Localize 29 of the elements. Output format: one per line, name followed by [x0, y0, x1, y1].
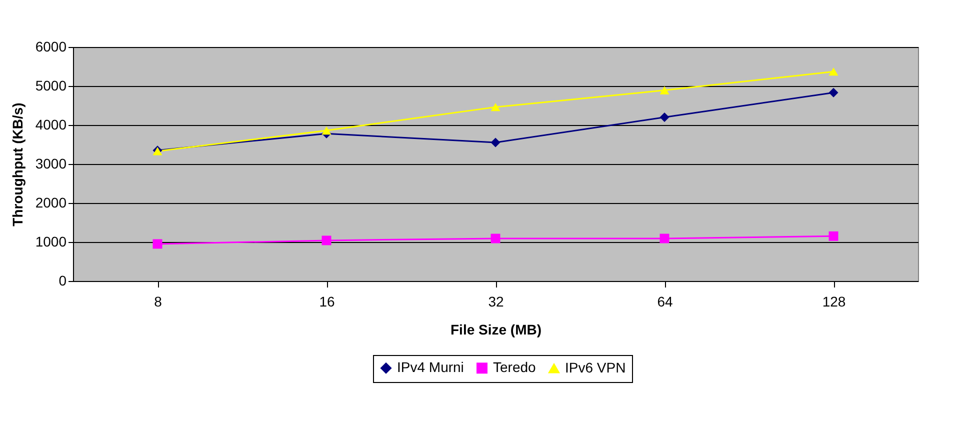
y-tick-label: 1000 [35, 234, 67, 250]
point [828, 88, 838, 98]
legend-label: IPv4 Murni [397, 359, 464, 376]
point [660, 112, 670, 122]
y-tick-label: 5000 [35, 78, 67, 94]
x-axis-title: File Size (MB) [450, 322, 542, 338]
point [828, 231, 838, 241]
point [322, 236, 332, 246]
point [490, 234, 500, 244]
point [490, 102, 500, 112]
legend-label: IPv6 VPN [565, 359, 626, 376]
point [490, 138, 500, 148]
y-tick-label: 2000 [35, 194, 67, 210]
x-tick-label: 32 [488, 294, 504, 310]
point [322, 126, 332, 135]
x-tick-label: 64 [657, 294, 673, 310]
point [152, 239, 162, 249]
y-tick-label: 3000 [35, 156, 67, 172]
point [660, 86, 670, 94]
x-tick-label: 8 [154, 294, 162, 310]
y-tick-label: 0 [58, 272, 67, 288]
y-axis-title: Throughput (KB/s) [9, 102, 26, 226]
point [828, 67, 838, 76]
legend-label: Teredo [493, 359, 536, 376]
point [660, 234, 670, 244]
x-tick-label: 128 [822, 294, 846, 310]
y-tick-label: 4000 [35, 116, 67, 132]
y-tick-label: 6000 [35, 38, 67, 54]
x-tick-label: 16 [319, 294, 335, 310]
